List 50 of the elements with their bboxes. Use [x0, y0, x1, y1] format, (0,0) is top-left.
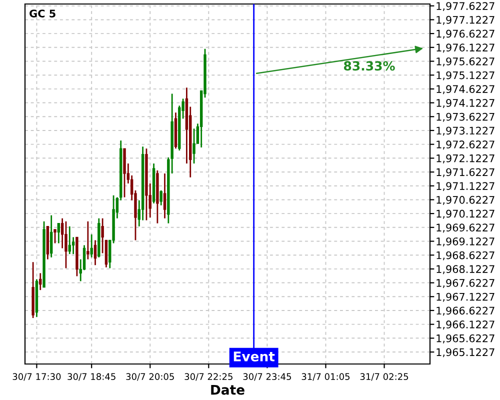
candlestick	[64, 220, 68, 269]
y-tick-label: 1,968.6227	[436, 251, 494, 260]
annotation: Event	[234, 352, 275, 362]
candlestick	[163, 172, 166, 220]
candlestick	[192, 128, 196, 164]
x-axis-title: Date	[211, 384, 244, 395]
y-tick-label: 1,974.6227	[436, 85, 494, 94]
x-tick-label: 30/7 17:30	[12, 373, 61, 381]
y-tick-label: 1,967.1227	[436, 292, 494, 302]
y-tick-label: 1,966.6227	[436, 306, 494, 316]
candlestick	[90, 234, 93, 258]
y-tick-label: 1,965.1227	[436, 348, 494, 358]
annotation: 83.33%	[344, 61, 395, 71]
y-tick-label: 1,974.1227	[436, 99, 494, 108]
y-tick-label: 1,970.6227	[436, 196, 494, 205]
candlestick	[50, 214, 53, 258]
y-tick-label: 1,968.1227	[436, 265, 494, 274]
y-tick-label: 1,976.1227	[436, 44, 494, 53]
y-tick-label: 1,972.1227	[436, 154, 494, 164]
y-tick-label: 1,975.6227	[436, 57, 494, 66]
y-tick-label: 1,971.1227	[436, 182, 494, 192]
x-tick-label: 30/7 18:45	[68, 373, 116, 381]
candlestick	[39, 272, 42, 291]
x-tick-label: 30/7 20:05	[126, 373, 174, 381]
y-tick-label: 1,966.1227	[436, 320, 494, 330]
y-tick-label: 1,971.6227	[436, 168, 494, 178]
y-tick-label: 1,967.6227	[436, 279, 494, 288]
candlestick	[160, 190, 162, 206]
chart-title: GC 5	[30, 10, 56, 18]
y-tick-label: 1,969.6227	[436, 224, 494, 233]
candlestick	[68, 226, 71, 255]
y-tick-label: 1,972.6227	[436, 140, 494, 150]
candlestick	[94, 240, 97, 266]
y-tick-label: 1,977.1227	[436, 16, 494, 25]
x-tick-label: 30/7 23:45	[243, 373, 291, 381]
x-tick-label: 31/7 02:25	[360, 373, 408, 381]
x-tick-label: 31/7 01:05	[302, 373, 350, 381]
y-tick-label: 1,977.6227	[436, 2, 494, 12]
x-tick-label: 30/7 22:25	[184, 373, 232, 381]
y-tick-label: 1,973.1227	[436, 126, 494, 136]
candlestick	[86, 220, 90, 260]
candlestick	[57, 222, 60, 244]
y-tick-label: 1,965.6227	[436, 334, 494, 344]
y-tick-label: 1,973.6227	[436, 112, 494, 122]
y-tick-label: 1,969.1227	[436, 237, 494, 246]
y-tick-label: 1,970.1227	[436, 210, 494, 219]
candlestick	[60, 218, 64, 249]
y-tick-label: 1,976.6227	[436, 30, 494, 39]
y-tick-label: 1,975.1227	[436, 71, 494, 80]
candlestick	[54, 228, 56, 244]
